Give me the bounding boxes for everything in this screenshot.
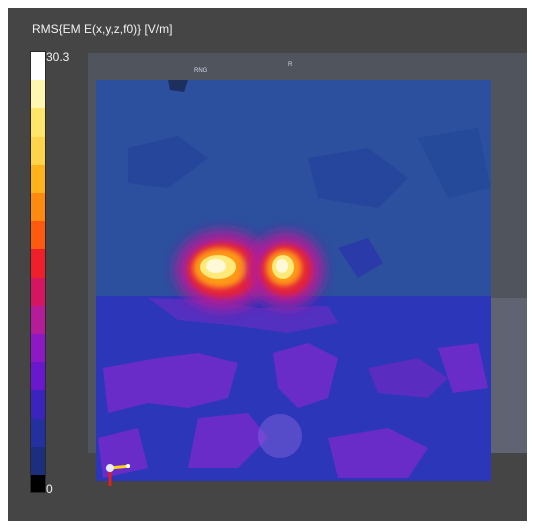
legend-title: RMS{EM E(x,y,z,f0)} [V/m]	[32, 22, 173, 36]
colorbar-segment	[31, 277, 45, 306]
scene-marker-b: R	[288, 62, 293, 68]
colorbar-segment	[31, 136, 45, 165]
colorbar-segment	[31, 418, 45, 447]
colorbar-max-label: 30.3	[46, 50, 70, 64]
hotspot-left	[175, 230, 271, 310]
scene-marker-a: RNG	[194, 68, 208, 74]
field-contour	[168, 80, 188, 92]
colorbar-segment	[31, 193, 45, 222]
field-contour	[273, 343, 338, 408]
field-contour	[148, 298, 338, 333]
colorbar-segment	[31, 108, 45, 137]
colorbar-segment	[31, 362, 45, 391]
colorbar	[30, 51, 46, 493]
colorbar-segment	[31, 80, 45, 109]
axis-triad-icon[interactable]	[105, 464, 131, 486]
colorbar-segment	[31, 390, 45, 419]
colorbar-min-label: 0	[46, 482, 53, 496]
colorbar-segment	[31, 221, 45, 250]
field-contour	[438, 343, 488, 393]
hotspot-right	[248, 232, 324, 308]
colorbar-segment	[31, 52, 45, 81]
field-contour	[128, 136, 208, 188]
colorbar-segment	[31, 305, 45, 335]
field-contour	[188, 413, 268, 468]
field-contour	[418, 128, 491, 198]
field-contour	[308, 148, 408, 208]
probe-circle	[258, 414, 302, 458]
colorbar-segment	[31, 446, 45, 476]
colorbar-segment	[31, 164, 45, 194]
field-contour	[368, 358, 448, 398]
field-contour	[328, 428, 428, 478]
field-plot[interactable]: RNG R	[8, 8, 527, 521]
phantom-box-right	[490, 298, 527, 453]
colorbar-segment	[31, 249, 45, 278]
colorbar-segment	[31, 475, 45, 492]
field-viewport[interactable]: RNG R RMS{EM E(x,y,z,f0)} [V/m] 30.3 0	[8, 8, 527, 521]
field-contour	[103, 353, 238, 413]
field-contour	[338, 238, 383, 278]
colorbar-segment	[31, 334, 45, 363]
